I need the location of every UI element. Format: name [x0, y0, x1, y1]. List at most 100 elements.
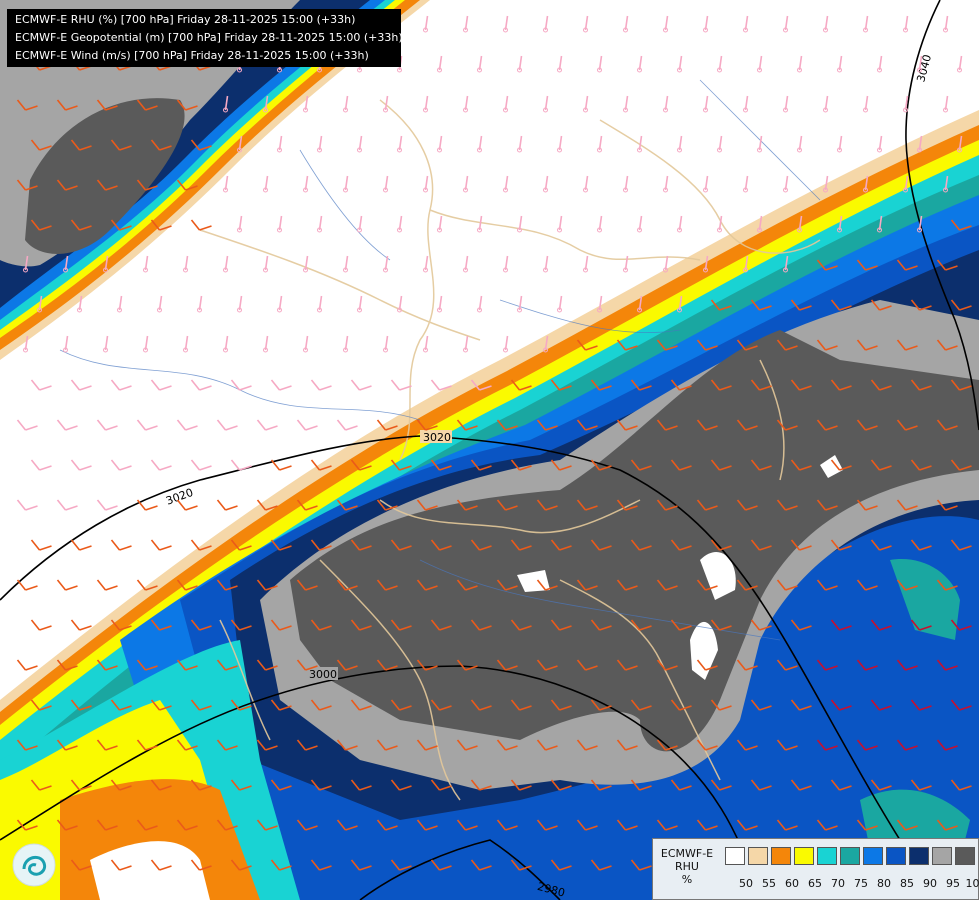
- wind-barb: [144, 335, 149, 351]
- wind-barb: [270, 459, 292, 471]
- wind-barb: [416, 419, 438, 431]
- wind-barb: [910, 539, 932, 551]
- wind-barb: [590, 459, 612, 471]
- wind-barb: [638, 55, 643, 71]
- wind-barb: [904, 95, 909, 111]
- wind-barb: [616, 339, 638, 351]
- wind-barb: [784, 255, 789, 271]
- wind-barb: [256, 579, 278, 591]
- wind-barb: [358, 295, 363, 311]
- wind-barb: [230, 619, 252, 631]
- wind-barb: [496, 419, 518, 431]
- legend-tick-label: 100: [965, 877, 979, 890]
- wind-barb: [118, 295, 123, 311]
- wind-barb: [56, 739, 78, 751]
- wind-barb: [736, 419, 758, 431]
- wind-barb: [318, 295, 323, 311]
- wind-barb: [944, 95, 949, 111]
- wind-barb: [438, 135, 443, 151]
- wind-barb: [830, 779, 852, 791]
- wind-barb: [630, 619, 652, 631]
- wind-barb: [758, 55, 763, 71]
- wind-barb: [830, 539, 852, 551]
- wind-barb: [110, 379, 132, 391]
- wind-barb: [590, 699, 612, 711]
- wind-barb: [536, 419, 558, 431]
- wind-barb: [624, 15, 629, 31]
- wind-barb: [936, 739, 958, 751]
- legend-tick-label: 60: [785, 877, 799, 890]
- nw-humid-band: [0, 0, 430, 360]
- wind-barb: [830, 619, 852, 631]
- wind-barb: [584, 95, 589, 111]
- wind-barb: [504, 335, 509, 351]
- wind-barb: [696, 419, 718, 431]
- wind-barb: [798, 215, 803, 231]
- wind-barb: [864, 95, 869, 111]
- wind-barb: [224, 255, 229, 271]
- wind-barb: [318, 135, 323, 151]
- wind-barb: [350, 459, 372, 471]
- legend-swatch: [909, 847, 929, 865]
- wind-barb: [310, 779, 332, 791]
- wind-barb: [478, 135, 483, 151]
- wind-barb: [310, 459, 332, 471]
- wind-barb: [30, 379, 52, 391]
- wind-barb: [216, 499, 238, 511]
- wind-barb: [664, 15, 669, 31]
- rivers: [59, 79, 821, 641]
- wind-barb: [950, 779, 972, 791]
- wind-barb: [110, 859, 132, 871]
- wind-barb: [238, 215, 243, 231]
- wind-barb: [438, 215, 443, 231]
- wind-barb: [696, 739, 718, 751]
- wind-barb: [70, 139, 92, 151]
- wind-barb: [750, 379, 772, 391]
- legend-swatch: [748, 847, 768, 865]
- legend-swatch: [725, 847, 745, 865]
- wind-barb: [30, 139, 52, 151]
- wind-barb: [376, 819, 398, 831]
- wind-barb: [238, 135, 243, 151]
- wind-barb: [784, 15, 789, 31]
- wind-barb: [824, 175, 829, 191]
- wind-barb: [864, 175, 869, 191]
- wind-barb: [950, 539, 972, 551]
- wind-barb: [558, 135, 563, 151]
- wind-barb: [870, 379, 892, 391]
- wind-barb: [870, 299, 892, 311]
- wind-barb: [550, 859, 572, 871]
- wind-barb: [110, 139, 132, 151]
- wind-barb: [456, 819, 478, 831]
- wind-barb: [16, 579, 38, 591]
- wind-barb: [190, 859, 212, 871]
- wind-barb: [624, 95, 629, 111]
- wind-barb: [38, 295, 43, 311]
- wind-barb: [456, 499, 478, 511]
- wind-barb: [870, 699, 892, 711]
- wind-barb: [816, 819, 838, 831]
- wind-barb: [630, 699, 652, 711]
- wind-barb: [544, 15, 549, 31]
- wind-barb: [856, 739, 878, 751]
- wind-barb: [896, 499, 918, 511]
- legend-swatch: [886, 847, 906, 865]
- wind-barb: [590, 539, 612, 551]
- wind-barb: [816, 659, 838, 671]
- wind-barb: [670, 699, 692, 711]
- wind-barb: [736, 659, 758, 671]
- wind-barb: [656, 579, 678, 591]
- wind-barb: [416, 579, 438, 591]
- wind-barb: [478, 295, 483, 311]
- wind-barb: [696, 499, 718, 511]
- wind-barb: [510, 779, 532, 791]
- wind-barb: [270, 379, 292, 391]
- legend-tick-label: 50: [739, 877, 753, 890]
- wind-barb: [838, 55, 843, 71]
- wind-barb: [496, 579, 518, 591]
- wind-barb: [630, 779, 652, 791]
- wind-barb: [550, 619, 572, 631]
- wind-barb: [870, 459, 892, 471]
- wind-barb: [230, 699, 252, 711]
- wind-barb: [190, 459, 212, 471]
